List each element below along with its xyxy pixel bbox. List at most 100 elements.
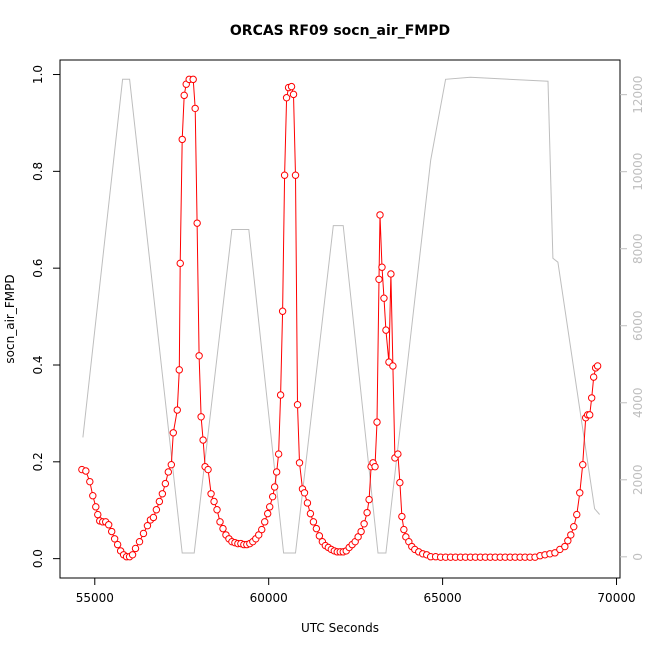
y-tick-label: 0.0 [31, 549, 45, 568]
data-point [394, 450, 402, 458]
data-point [219, 524, 227, 533]
x-tick-label: 65000 [424, 591, 462, 605]
data-point [276, 391, 285, 399]
data-point [396, 478, 404, 487]
data-point [570, 522, 578, 531]
data-point [152, 506, 161, 514]
data-point [82, 467, 90, 475]
data-point [193, 219, 201, 227]
data-point [92, 503, 100, 511]
data-point [167, 461, 176, 469]
data-point [567, 531, 575, 539]
data-point [191, 104, 199, 113]
y2-tick-label: 12000 [631, 76, 645, 114]
data-point [586, 411, 594, 419]
data-point [197, 413, 205, 421]
data-point [561, 542, 569, 551]
data-point [261, 518, 269, 526]
data-point [289, 90, 298, 99]
data-point [207, 490, 215, 498]
chart-title: ORCAS RF09 socn_air_FMPD [230, 23, 450, 39]
data-point [287, 82, 296, 91]
data-point [376, 211, 384, 219]
y-tick-label: 0.4 [31, 355, 45, 374]
data-point [375, 275, 383, 284]
data-point [398, 512, 406, 521]
data-point [189, 75, 197, 84]
data-point [389, 362, 397, 370]
y-tick-label: 1.0 [31, 65, 45, 84]
data-point [143, 522, 152, 530]
data-point [587, 394, 596, 402]
y-tick-label: 0.6 [31, 259, 45, 278]
data-point [268, 492, 277, 501]
data-point [291, 171, 300, 179]
data-point [199, 436, 207, 444]
data-point [110, 535, 119, 543]
data-point [135, 537, 144, 546]
data-point [169, 429, 177, 437]
y2-tick-label: 4000 [631, 387, 645, 418]
data-point [173, 406, 181, 414]
data-point [128, 551, 137, 559]
data-point [161, 479, 170, 488]
data-point [293, 400, 302, 409]
data-point [272, 468, 281, 476]
data-point [282, 94, 291, 102]
data-point [139, 529, 148, 538]
data-point [387, 270, 395, 278]
y2-tick-label: 10000 [631, 153, 645, 191]
data-point [180, 91, 188, 100]
data-point [104, 521, 113, 529]
data-point [195, 352, 203, 360]
data-point [564, 537, 572, 545]
data-point [107, 527, 116, 536]
x-axis-label: UTC Seconds [301, 621, 379, 635]
data-point [371, 462, 379, 471]
data-point [589, 373, 598, 381]
data-point [306, 509, 315, 518]
data-point [300, 489, 309, 497]
data-point [158, 490, 167, 498]
data-point [551, 549, 559, 557]
y-axis-label: socn_air_FMPD [3, 274, 17, 363]
data-point [593, 362, 602, 370]
y-tick-label: 0.8 [31, 162, 45, 181]
data-point [175, 366, 183, 374]
data-point [382, 326, 390, 334]
data-point [312, 524, 321, 533]
data-point [178, 135, 186, 144]
data-point [573, 510, 581, 519]
data-point [357, 527, 365, 536]
data-point [378, 263, 386, 271]
data-point [210, 497, 218, 506]
data-point [213, 506, 221, 514]
data-point [89, 492, 97, 500]
data-point [303, 499, 312, 507]
data-point [315, 532, 324, 540]
data-point [365, 495, 373, 504]
data-point [164, 468, 173, 476]
data-point [266, 503, 274, 511]
plot-frame [59, 59, 621, 579]
y2-tick-label: 6000 [631, 310, 645, 341]
data-point [309, 518, 318, 526]
series-line [82, 76, 600, 554]
data-point [274, 450, 283, 458]
data-point [363, 508, 371, 517]
data-point [155, 497, 164, 506]
data-point [270, 483, 279, 491]
y2-tick-label: 2000 [631, 465, 645, 496]
x-tick-label: 55000 [76, 591, 114, 605]
data-point [176, 259, 184, 268]
data-point [263, 509, 272, 518]
data-point [278, 307, 287, 315]
y2-tick-label: 0 [631, 553, 645, 561]
data-point [400, 525, 408, 534]
data-point [576, 489, 584, 497]
y2-tick-label: 8000 [631, 233, 645, 264]
data-point [113, 540, 122, 549]
data-point [86, 477, 94, 486]
data-point [295, 459, 304, 467]
